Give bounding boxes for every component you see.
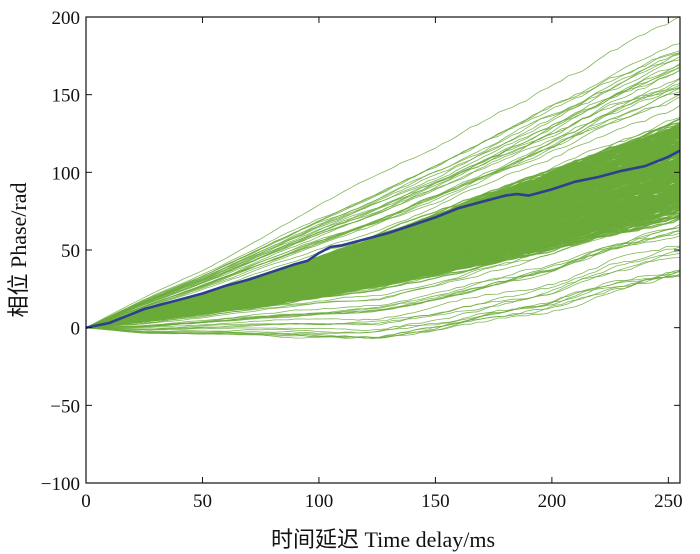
ensemble-trace bbox=[85, 70, 681, 329]
ensemble-trace bbox=[85, 209, 681, 329]
ensemble-trace bbox=[85, 153, 681, 329]
x-tick-label: 150 bbox=[421, 491, 450, 512]
y-tick-label: −50 bbox=[50, 396, 80, 417]
ensemble-traces bbox=[85, 16, 681, 339]
ensemble-trace bbox=[85, 105, 681, 329]
x-tick-label: 0 bbox=[81, 491, 91, 512]
ensemble-trace bbox=[85, 227, 681, 329]
ensemble-trace bbox=[85, 56, 681, 329]
ensemble-trace bbox=[85, 172, 681, 329]
x-axis-label: 时间延迟 Time delay/ms bbox=[271, 527, 495, 552]
ensemble-trace bbox=[85, 246, 681, 330]
y-tick-label: 0 bbox=[71, 319, 81, 340]
ensemble-trace bbox=[85, 53, 681, 329]
ensemble-trace bbox=[85, 271, 680, 338]
axis-ticks: 0 50 100 150 200 250 −100 −50 0 50 100 150 200 bbox=[41, 8, 683, 512]
ensemble-trace bbox=[85, 270, 681, 334]
y-axis-label: 相位 Phase/rad bbox=[6, 182, 31, 317]
ensemble-trace bbox=[85, 196, 681, 329]
ensemble-trace bbox=[86, 245, 681, 329]
ensemble-trace bbox=[85, 218, 681, 329]
x-tick-label: 250 bbox=[654, 491, 683, 512]
ensemble-trace bbox=[85, 139, 681, 329]
mean-series-line bbox=[85, 149, 681, 329]
ensemble-trace bbox=[85, 135, 681, 329]
ensemble-trace bbox=[85, 257, 681, 330]
y-tick-label: 150 bbox=[52, 86, 81, 107]
ensemble-trace bbox=[85, 86, 681, 329]
y-tick-label: 50 bbox=[61, 241, 80, 262]
x-tick-label: 200 bbox=[538, 491, 567, 512]
x-tick-label: 100 bbox=[305, 491, 334, 512]
ensemble-trace bbox=[85, 16, 681, 329]
y-tick-label: 100 bbox=[52, 163, 81, 184]
mean-trace bbox=[85, 149, 681, 329]
ensemble-trace bbox=[85, 250, 681, 332]
y-tick-label: −100 bbox=[41, 474, 80, 495]
ensemble-trace bbox=[85, 157, 681, 329]
ensemble-trace bbox=[85, 140, 681, 329]
ensemble-trace bbox=[85, 180, 681, 329]
ensemble-trace bbox=[85, 227, 681, 329]
y-tick-label: 200 bbox=[52, 8, 81, 29]
x-tick-label: 50 bbox=[193, 491, 212, 512]
ensemble-trace bbox=[85, 83, 681, 329]
ensemble-trace bbox=[85, 275, 681, 339]
ensemble-trace bbox=[85, 43, 681, 329]
ensemble-trace bbox=[85, 96, 681, 329]
ensemble-trace bbox=[85, 52, 681, 329]
